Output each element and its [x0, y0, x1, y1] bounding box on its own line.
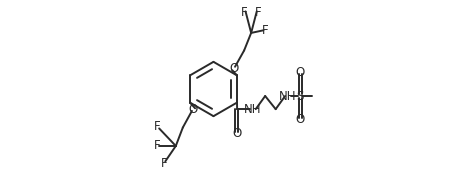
Text: O: O — [296, 113, 305, 126]
Text: O: O — [229, 62, 238, 75]
Text: F: F — [154, 120, 161, 133]
Text: F: F — [161, 157, 168, 170]
Text: F: F — [262, 24, 268, 37]
Text: S: S — [297, 90, 304, 103]
Text: O: O — [232, 127, 242, 140]
Text: O: O — [296, 66, 305, 79]
Text: F: F — [255, 6, 261, 19]
Text: O: O — [188, 103, 198, 116]
Text: F: F — [241, 6, 248, 19]
Text: NH: NH — [244, 103, 261, 116]
Text: F: F — [154, 139, 161, 152]
Text: NH: NH — [279, 90, 297, 103]
